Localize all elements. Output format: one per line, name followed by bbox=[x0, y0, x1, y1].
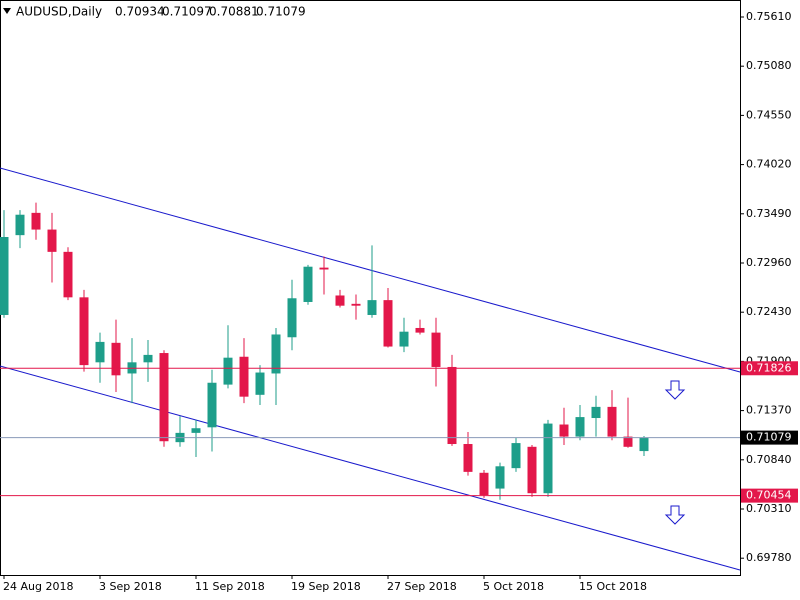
level-label-box bbox=[741, 488, 798, 503]
candle-body bbox=[591, 406, 601, 419]
y-tick-label: 0.75080 bbox=[746, 59, 792, 72]
channel-lower bbox=[0, 365, 741, 571]
candle-body bbox=[223, 357, 233, 385]
candle-body bbox=[543, 423, 553, 494]
candle-body bbox=[239, 356, 249, 397]
x-tick-label: 19 Sep 2018 bbox=[291, 580, 361, 593]
last-price-label-box bbox=[741, 430, 798, 445]
candle-body bbox=[15, 214, 25, 236]
y-tick-label: 0.72960 bbox=[746, 256, 792, 269]
candle-body bbox=[303, 266, 313, 302]
candle-body bbox=[447, 366, 457, 445]
ohlc-low: 0.70881 bbox=[209, 5, 259, 19]
candle-body bbox=[431, 332, 441, 367]
y-tick-label: 0.72430 bbox=[746, 305, 792, 318]
candle-body bbox=[79, 297, 89, 366]
last-price-label: 0.71079 bbox=[746, 431, 792, 444]
candle-body bbox=[575, 417, 585, 437]
y-tick-label: 0.70840 bbox=[746, 453, 792, 466]
plot-frame bbox=[0, 0, 741, 576]
candle-body bbox=[335, 295, 345, 306]
candle-body bbox=[0, 236, 9, 315]
chart-title: AUDUSD,Daily bbox=[16, 5, 102, 19]
candle-body bbox=[415, 327, 425, 333]
candle-body bbox=[495, 466, 505, 489]
y-tick-label: 0.70310 bbox=[746, 502, 792, 515]
candle-body bbox=[255, 372, 265, 395]
candle-body bbox=[207, 382, 217, 428]
y-tick-label: 0.69780 bbox=[746, 551, 792, 564]
candle-body bbox=[511, 443, 521, 469]
candle-body bbox=[319, 267, 329, 270]
x-tick-label: 27 Sep 2018 bbox=[387, 580, 457, 593]
ohlc-close: 0.71079 bbox=[256, 5, 306, 19]
candle-body bbox=[63, 251, 73, 298]
ohlc-open: 0.70934 bbox=[115, 5, 165, 19]
candle-body bbox=[95, 341, 105, 363]
x-tick-label: 11 Sep 2018 bbox=[195, 580, 265, 593]
candle-body bbox=[287, 298, 297, 338]
candle-body bbox=[527, 446, 537, 494]
y-tick-label: 0.74550 bbox=[746, 108, 792, 121]
candle-body bbox=[143, 354, 153, 363]
candle-body bbox=[607, 406, 617, 437]
candle-body bbox=[479, 472, 489, 496]
y-tick-label: 0.75610 bbox=[746, 10, 792, 23]
candle-body bbox=[31, 212, 41, 230]
candle-body bbox=[47, 229, 57, 252]
menu-triangle[interactable] bbox=[3, 8, 11, 14]
candle-body bbox=[463, 444, 473, 472]
candle-body bbox=[111, 342, 121, 376]
candle-body bbox=[559, 424, 569, 437]
y-tick-label: 0.73490 bbox=[746, 207, 792, 220]
channel-upper bbox=[0, 167, 741, 373]
x-tick-label: 24 Aug 2018 bbox=[3, 580, 73, 593]
candle-body bbox=[159, 353, 169, 442]
y-tick-label: 0.74020 bbox=[746, 158, 792, 171]
candle-body bbox=[271, 334, 281, 374]
ohlc-high: 0.71097 bbox=[162, 5, 212, 19]
arrow-down bbox=[664, 380, 686, 400]
x-tick-label: 15 Oct 2018 bbox=[579, 580, 647, 593]
level-label-box bbox=[741, 361, 798, 376]
candle-body bbox=[351, 303, 361, 306]
candle-body bbox=[367, 300, 377, 315]
candle-body bbox=[623, 436, 633, 447]
arrow-down bbox=[664, 505, 686, 525]
level-label: 0.70454 bbox=[746, 489, 792, 502]
candle-body bbox=[191, 428, 201, 433]
level-label: 0.71826 bbox=[746, 361, 792, 374]
candle-body bbox=[383, 300, 393, 347]
y-tick-label: 0.71370 bbox=[746, 404, 792, 417]
x-tick-label: 5 Oct 2018 bbox=[483, 580, 544, 593]
x-tick-label: 3 Sep 2018 bbox=[99, 580, 162, 593]
candle-body bbox=[399, 331, 409, 347]
candle-body bbox=[639, 437, 649, 452]
